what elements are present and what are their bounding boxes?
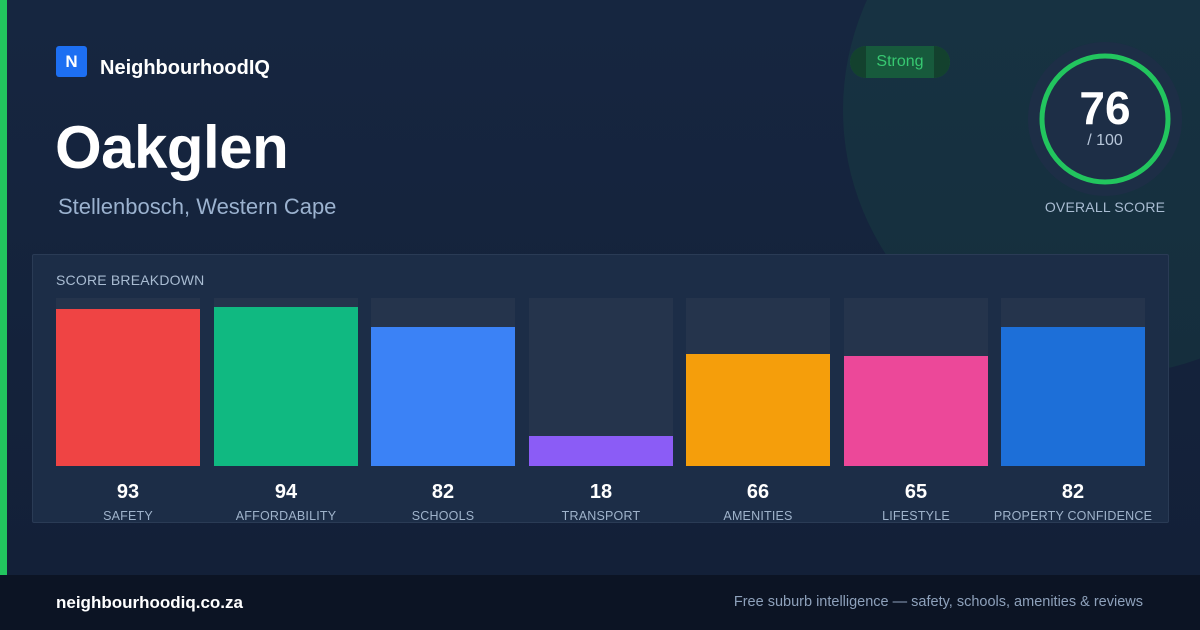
bar-lifestyle xyxy=(844,356,988,466)
bar-label: SAFETY xyxy=(103,509,153,523)
bar-label: AMENITIES xyxy=(723,509,793,523)
bar-label: TRANSPORT xyxy=(561,509,641,523)
suburb-title: Oakglen xyxy=(55,114,289,181)
overall-score-max: / 100 xyxy=(1087,132,1123,149)
overall-score-gauge xyxy=(1028,42,1182,196)
rating-badge-label: Strong xyxy=(876,53,924,70)
bar-track xyxy=(686,298,830,466)
overall-score-value: 76 xyxy=(1079,82,1131,134)
bar-track xyxy=(214,298,358,466)
bar-value: 65 xyxy=(904,481,928,503)
bar-label: LIFESTYLE xyxy=(882,509,950,523)
footer-tagline: Free suburb intelligence — safety, schoo… xyxy=(733,594,1143,610)
bar-value: 18 xyxy=(589,481,613,503)
bar-track xyxy=(529,298,673,466)
bar-value: 66 xyxy=(746,481,770,503)
gauge-background xyxy=(1028,42,1182,196)
bar-label: SCHOOLS xyxy=(411,509,475,523)
bar-amenities xyxy=(686,354,830,466)
bar-value: 82 xyxy=(1061,481,1085,503)
bar-track xyxy=(1001,298,1145,466)
bar-track xyxy=(371,298,515,466)
bar-value: 82 xyxy=(431,481,455,503)
bar-label: PROPERTY CONFIDENCE xyxy=(993,509,1153,523)
footer xyxy=(0,575,1200,630)
suburb-region: Stellenbosch, Western Cape xyxy=(58,194,337,219)
bar-track xyxy=(844,298,988,466)
bar-schools xyxy=(371,327,515,466)
brand-name: NeighbourhoodIQ xyxy=(100,57,270,79)
score-breakdown-title: SCORE BREAKDOWN xyxy=(56,272,205,288)
bar-value: 93 xyxy=(116,481,140,503)
bar-label: AFFORDABILITY xyxy=(235,509,337,523)
overall-score-caption: OVERALL SCORE xyxy=(1044,199,1166,215)
accent-bar xyxy=(0,0,7,575)
footer-url[interactable]: neighbourhoodiq.co.za xyxy=(56,593,243,612)
bar-property-confidence xyxy=(1001,327,1145,466)
brand-logo-icon: N xyxy=(56,46,87,77)
gauge-ring xyxy=(1039,53,1171,185)
bar-value: 94 xyxy=(274,481,298,503)
bar-transport xyxy=(529,436,673,466)
bar-track xyxy=(56,298,200,466)
bar-affordability xyxy=(214,307,358,466)
rating-badge: Strong xyxy=(850,46,950,78)
bar-safety xyxy=(56,309,200,466)
